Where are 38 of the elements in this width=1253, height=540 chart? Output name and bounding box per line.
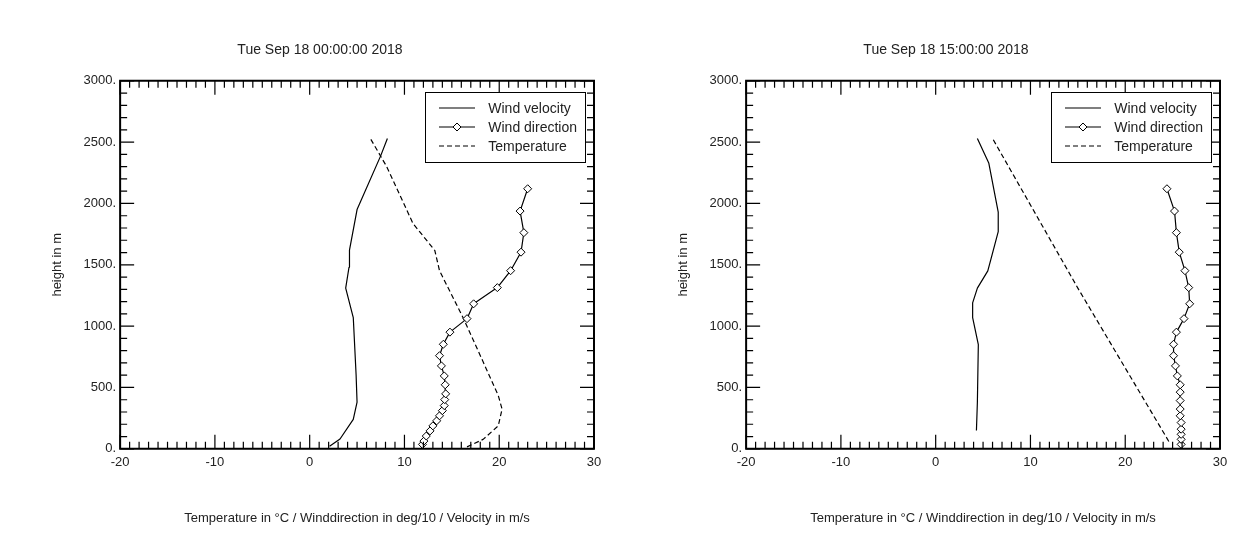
x-tick-label: -20	[110, 454, 130, 470]
y-tick-label: 2000.	[83, 195, 117, 211]
chart-title: Tue Sep 18 00:00:00 2018	[237, 41, 403, 58]
y-tick-label: 2500.	[83, 133, 117, 149]
y-tick-label: 1000.	[709, 317, 743, 333]
y-tick-label: 0.	[105, 440, 117, 456]
y-tick-label: 0.	[731, 440, 743, 456]
y-tick-label: 1500.	[83, 256, 117, 272]
y-tick-label: 3000.	[83, 72, 117, 88]
legend-label: Wind direction	[1114, 119, 1203, 136]
x-tick-label: -10	[831, 454, 851, 470]
x-tick-label: 0	[306, 454, 314, 470]
legend-label: Temperature	[488, 138, 567, 155]
y-tick-label: 1500.	[709, 256, 743, 272]
legend-label: Wind velocity	[488, 100, 571, 117]
y-tick-label: 1000.	[83, 317, 117, 333]
y-axis-title: height in m	[675, 233, 691, 297]
x-tick-label: 20	[491, 454, 507, 470]
x-tick-label: -10	[205, 454, 225, 470]
y-tick-label: 500.	[90, 379, 117, 395]
x-tick-label: 10	[397, 454, 412, 470]
x-axis-title: Temperature in °C / Winddirection in deg/10 / Velocity in m/s	[184, 509, 531, 525]
legend-label: Wind velocity	[1114, 100, 1197, 117]
x-tick-label: 30	[586, 454, 602, 470]
x-tick-label: 10	[1023, 454, 1038, 470]
x-tick-label: -20	[736, 454, 756, 470]
y-tick-label: 3000.	[709, 72, 743, 88]
x-tick-label: 30	[1212, 454, 1228, 470]
chart-title: Tue Sep 18 15:00:00 2018	[863, 41, 1029, 58]
y-axis-title: height in m	[49, 233, 65, 297]
y-tick-label: 2500.	[709, 133, 743, 149]
x-tick-label: 20	[1117, 454, 1133, 470]
legend-label: Wind direction	[488, 119, 577, 136]
y-tick-label: 2000.	[709, 195, 743, 211]
x-tick-label: 0	[932, 454, 940, 470]
y-tick-label: 500.	[716, 379, 743, 395]
x-axis-title: Temperature in °C / Winddirection in deg/10 / Velocity in m/s	[810, 509, 1157, 525]
legend-label: Temperature	[1114, 138, 1193, 155]
